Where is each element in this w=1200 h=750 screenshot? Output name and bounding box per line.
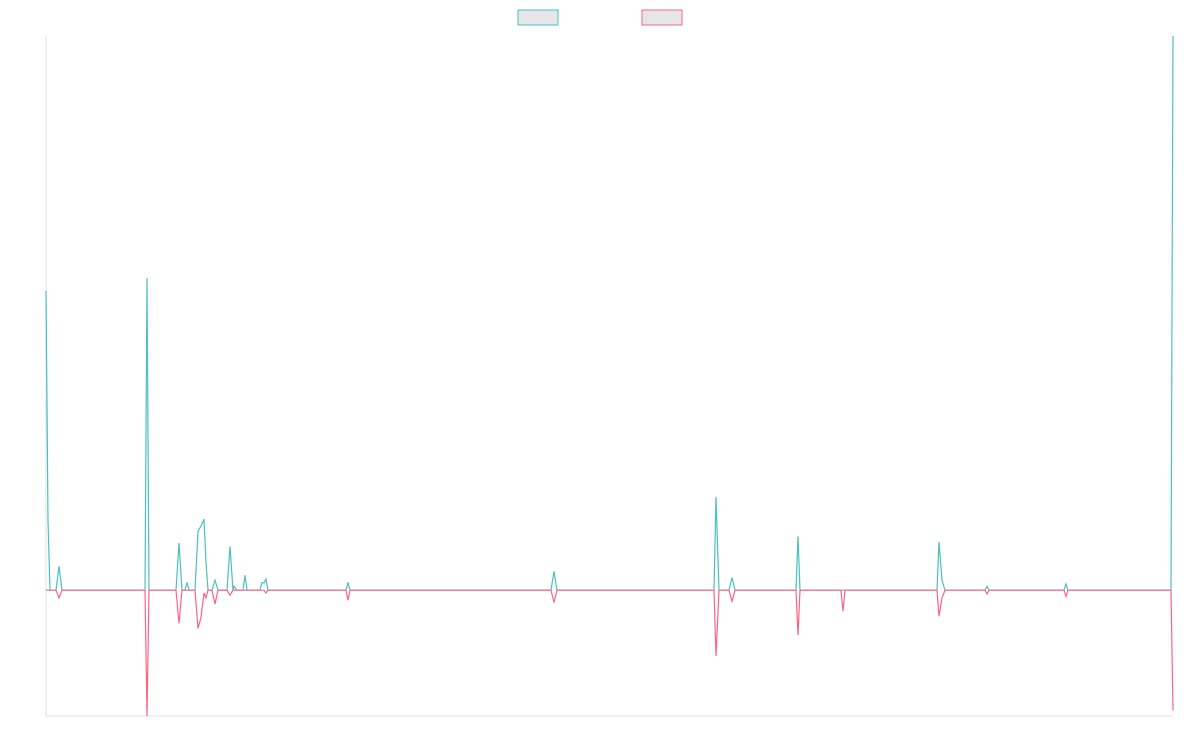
series-line: [46, 589, 1174, 717]
legend-swatch: [517, 9, 559, 26]
series-line: [45, 35, 1174, 591]
legend-swatch: [641, 9, 683, 26]
